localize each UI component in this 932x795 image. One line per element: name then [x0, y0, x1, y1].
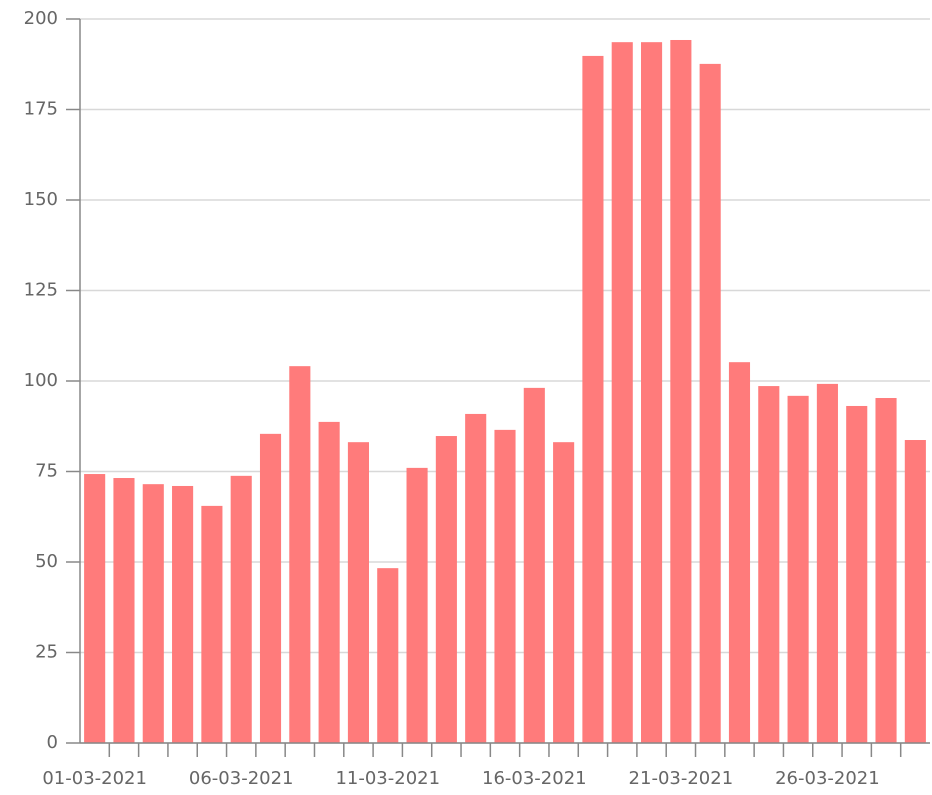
y-tick-label: 75 [35, 461, 58, 482]
bar [201, 505, 223, 743]
bar [318, 421, 340, 743]
bar [142, 484, 164, 743]
x-tick-label: 01-03-2021 [42, 768, 147, 789]
x-tick-label: 21-03-2021 [629, 768, 734, 789]
bar [787, 395, 809, 743]
bar [113, 478, 135, 743]
bar [84, 474, 106, 743]
bar [611, 42, 633, 744]
bar [846, 405, 868, 743]
y-tick-label: 25 [35, 642, 58, 663]
bar [816, 383, 838, 743]
x-tick-label: 26-03-2021 [775, 768, 880, 789]
bar [641, 42, 663, 744]
bar [582, 55, 604, 743]
bar [699, 63, 721, 743]
bar [230, 475, 252, 743]
x-tick-label: 16-03-2021 [482, 768, 587, 789]
x-tick-label: 11-03-2021 [335, 768, 440, 789]
bar [465, 413, 487, 743]
bar [904, 440, 926, 743]
bar [259, 433, 282, 743]
y-tick-label: 125 [24, 280, 58, 301]
y-tick-label: 175 [24, 99, 58, 120]
bar [553, 442, 575, 743]
bar [406, 467, 428, 743]
bar [289, 366, 311, 743]
y-tick-label: 0 [47, 732, 58, 753]
bar [728, 362, 751, 743]
bar [494, 429, 516, 743]
x-tick-label: 06-03-2021 [189, 768, 294, 789]
bar [172, 485, 194, 743]
bar [758, 386, 780, 743]
bar [875, 398, 897, 743]
bar [523, 387, 545, 743]
bar [435, 436, 457, 743]
y-tick-label: 50 [35, 551, 58, 572]
y-tick-label: 150 [24, 189, 58, 210]
y-tick-label: 200 [24, 8, 58, 29]
y-tick-label: 100 [24, 370, 58, 391]
bar [670, 39, 692, 744]
bar [377, 568, 399, 743]
bar [347, 442, 369, 743]
